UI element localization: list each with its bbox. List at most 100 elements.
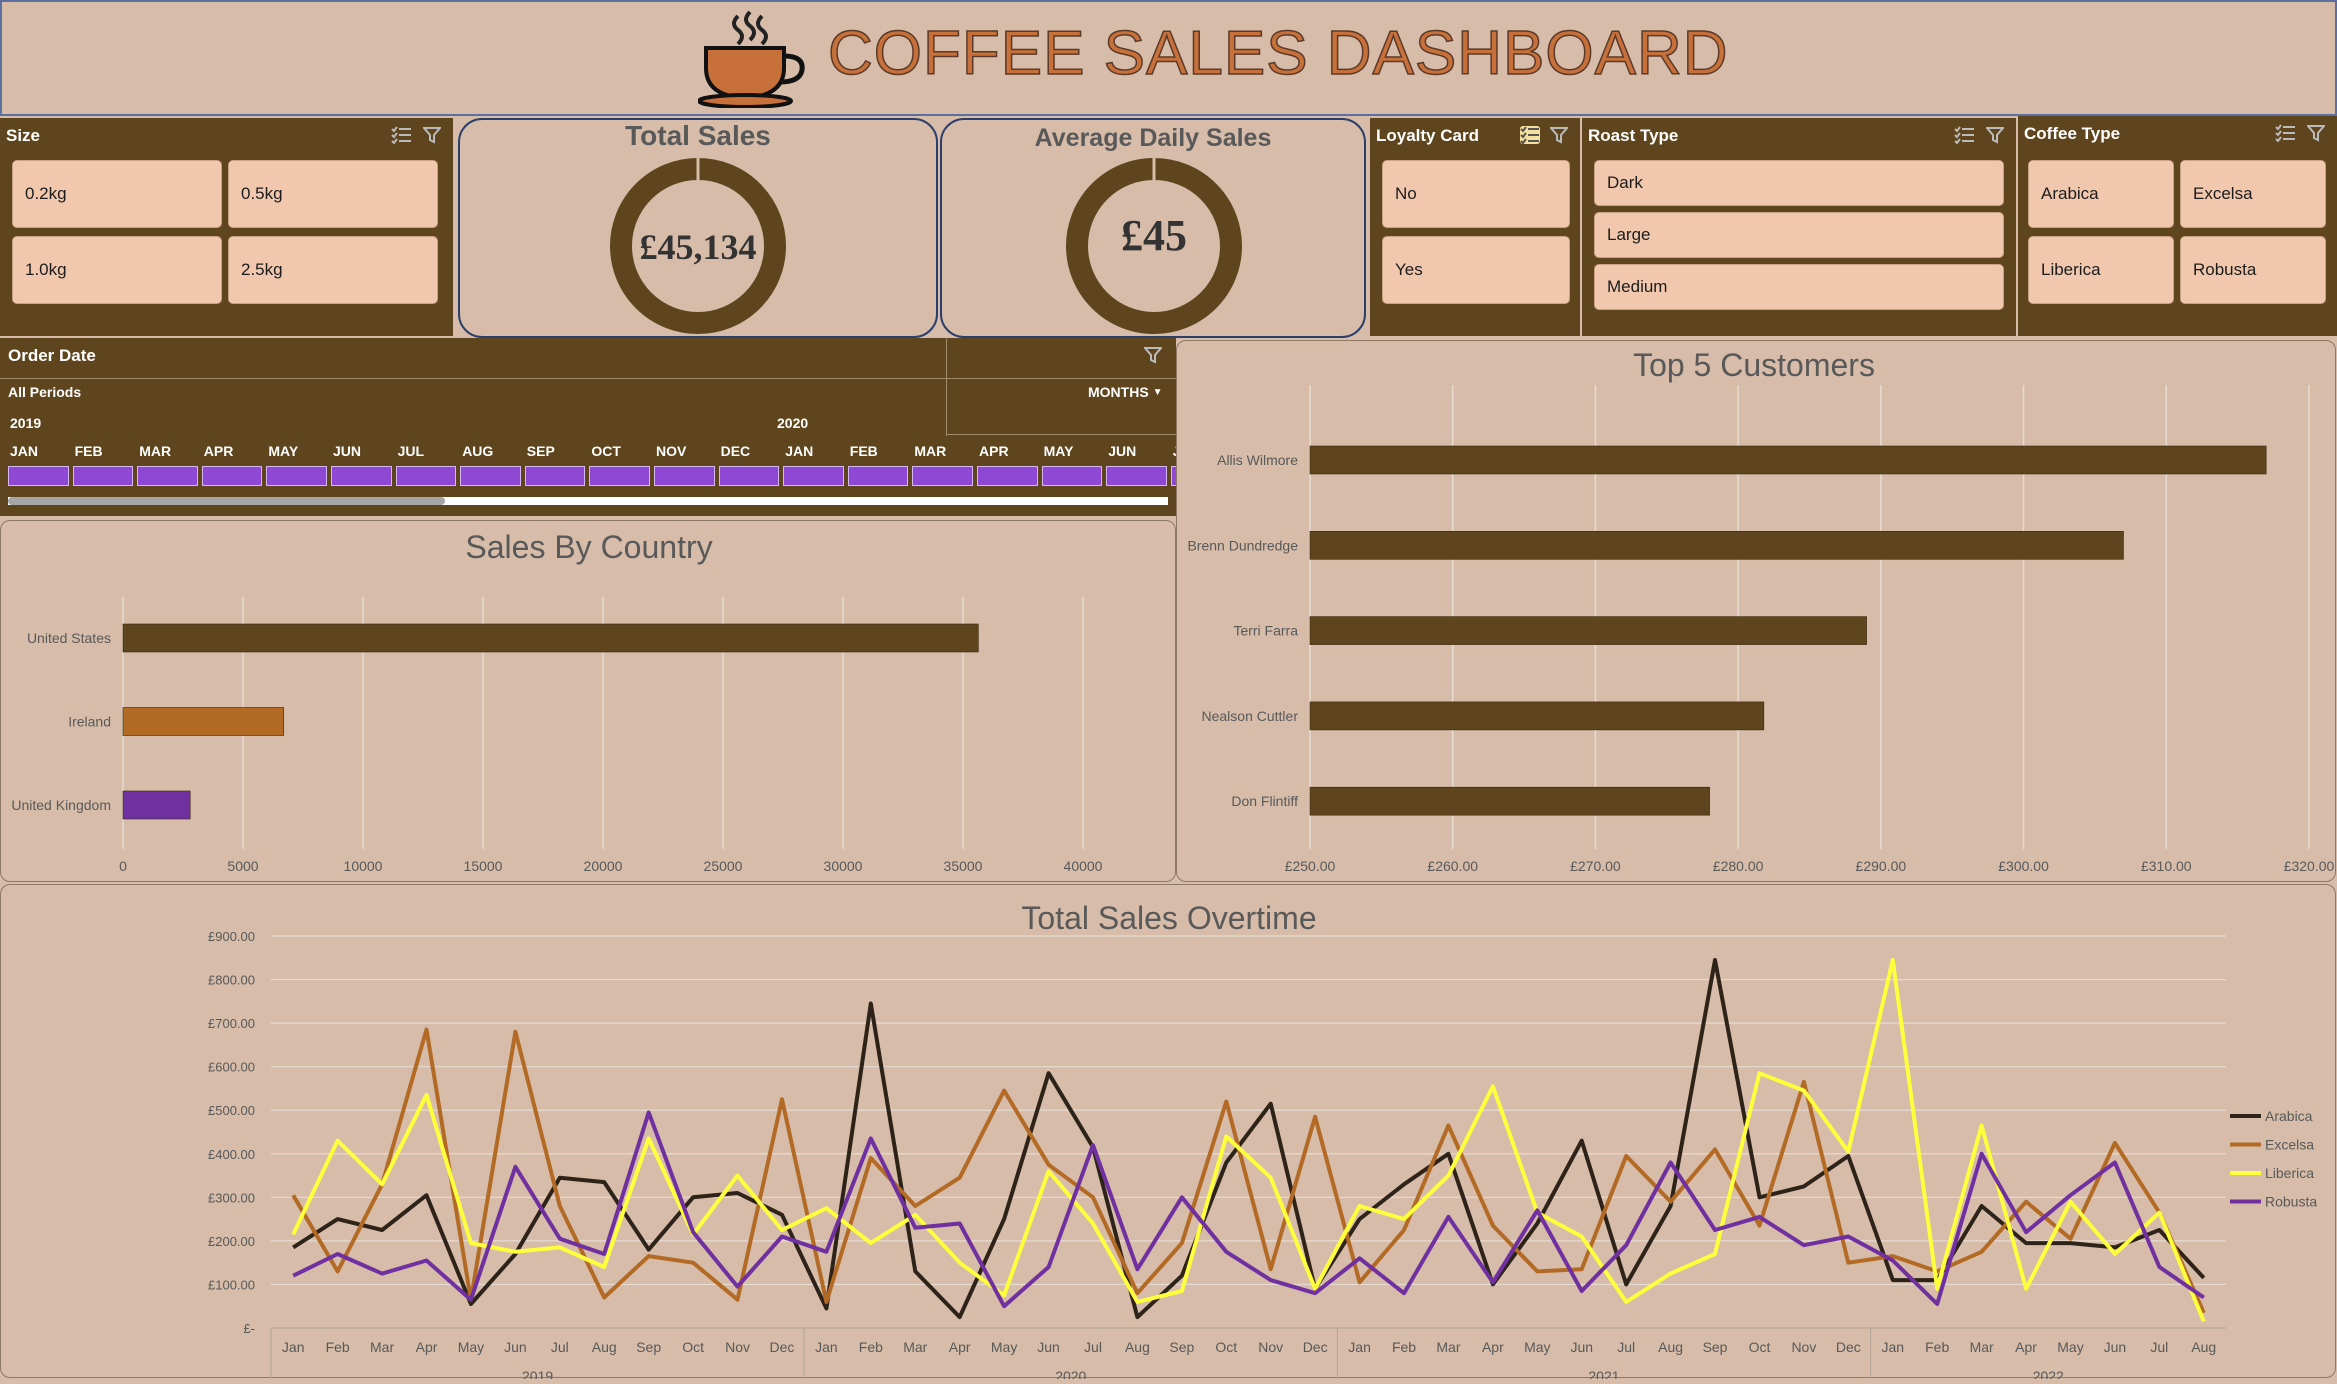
timeline-month-cell[interactable] — [1041, 466, 1103, 486]
timeline-month-label: AUG — [462, 443, 494, 459]
bar[interactable] — [122, 707, 285, 736]
multi-select-icon[interactable] — [1520, 126, 1540, 145]
y-tick-label: £- — [243, 1321, 255, 1336]
y-tick-label: £600.00 — [208, 1060, 255, 1075]
series-line[interactable] — [291, 958, 2206, 1323]
multi-select-icon[interactable] — [1954, 126, 1974, 145]
x-tick-label: 20000 — [584, 858, 623, 874]
category-label: Brenn Dundredge — [1187, 537, 1298, 553]
slicer-item-dark[interactable]: Dark — [1594, 160, 2004, 206]
bar[interactable] — [122, 623, 979, 653]
timeline-month-label: MAR — [139, 443, 172, 459]
x-tick-label: Jan — [1348, 1339, 1371, 1355]
timeline-month-cell[interactable] — [201, 466, 263, 486]
timeline-month-cell[interactable] — [8, 466, 69, 486]
timeline-month-cell[interactable] — [912, 466, 973, 486]
x-tick-label: May — [2057, 1339, 2083, 1355]
legend-label: Excelsa — [2265, 1137, 2314, 1153]
multi-select-icon[interactable] — [2275, 124, 2295, 143]
timeline-year-2020: 2020 — [777, 415, 809, 431]
timeline-scrollbar[interactable] — [8, 497, 1168, 505]
multi-select-icon[interactable] — [391, 126, 411, 145]
slicer-item-no[interactable]: No — [1382, 160, 1570, 228]
y-tick-label: £400.00 — [208, 1147, 255, 1162]
timeline-month-cell[interactable] — [460, 466, 521, 486]
x-tick-label: Nov — [1791, 1339, 1816, 1355]
clear-filter-icon[interactable] — [1984, 126, 2006, 144]
timeline-month-cell[interactable] — [977, 466, 1038, 486]
chart-title: Top 5 Customers — [1633, 347, 1875, 383]
slicer-item-0.5kg[interactable]: 0.5kg — [228, 160, 438, 228]
clear-filter-icon[interactable] — [1548, 126, 1570, 144]
bar[interactable] — [1309, 786, 1710, 816]
bar[interactable] — [1309, 701, 1765, 731]
timeline-month-cell[interactable] — [331, 466, 392, 486]
slicer-item-medium[interactable]: Medium — [1594, 264, 2004, 310]
x-tick-label: Apr — [416, 1339, 438, 1355]
timeline-month-cell[interactable] — [72, 466, 134, 486]
sales-by-country-chart: Sales By Country 0 5000 10000 15000 20000 2500… — [0, 520, 1176, 882]
timeline-level-label: MONTHS — [1088, 384, 1149, 400]
timeline-month-cell[interactable] — [654, 466, 715, 486]
x-tick-label: Apr — [949, 1339, 971, 1355]
x-tick-label: Apr — [1482, 1339, 1504, 1355]
timeline-divider-vertical — [946, 338, 947, 436]
slicer-item-liberica[interactable]: Liberica — [2028, 236, 2174, 304]
size-slicer: Size 0.2kg 0.5kg 1.0kg 2.5kg — [0, 118, 453, 336]
year-label: 2022 — [2033, 1368, 2064, 1379]
slicer-item-arabica[interactable]: Arabica — [2028, 160, 2174, 228]
x-tick-label: Aug — [2191, 1339, 2216, 1355]
x-tick-label: Oct — [682, 1339, 704, 1355]
timeline-scrollbar-thumb[interactable] — [8, 497, 445, 505]
timeline-month-cell[interactable] — [524, 466, 586, 486]
timeline-title: Order Date — [8, 346, 96, 365]
timeline-level-dropdown[interactable]: MONTHS ▼ — [1088, 384, 1163, 400]
timeline-month-cell[interactable] — [395, 466, 457, 486]
total-sales-value: £45,134 — [639, 227, 757, 267]
bar[interactable] — [1309, 445, 2267, 475]
timeline-month-cell[interactable] — [783, 466, 844, 486]
timeline-month-label: MAR — [914, 443, 947, 459]
chart-title: Total Sales Overtime — [1021, 900, 1316, 936]
bar[interactable] — [122, 790, 191, 820]
series-line[interactable] — [292, 1110, 2205, 1309]
timeline-month-cell[interactable] — [1106, 466, 1167, 486]
category-label: Terri Farra — [1233, 623, 1298, 639]
timeline-month-cell[interactable] — [137, 466, 198, 486]
series-line[interactable] — [291, 1027, 2206, 1314]
series-line[interactable] — [292, 958, 2206, 1320]
x-tick-label: Jan — [1881, 1339, 1904, 1355]
x-tick-label: Sep — [636, 1339, 661, 1355]
timeline-month-cell[interactable] — [847, 466, 909, 486]
timeline-month-cell[interactable] — [589, 466, 650, 486]
x-tick-label: 40000 — [1064, 858, 1103, 874]
slicer-item-1.0kg[interactable]: 1.0kg — [12, 236, 222, 304]
timeline-month-cell[interactable] — [718, 466, 780, 486]
slicer-item-large[interactable]: Large — [1594, 212, 2004, 258]
average-daily-sales-value: £45 — [1121, 211, 1187, 260]
slicer-item-excelsa[interactable]: Excelsa — [2180, 160, 2326, 228]
bar[interactable] — [1309, 531, 2124, 560]
timeline-month-cell[interactable] — [266, 466, 327, 486]
total-sales-card: Total Sales £45,134 — [458, 118, 938, 338]
slicer-item-yes[interactable]: Yes — [1382, 236, 1570, 304]
average-daily-sales-donut — [1066, 158, 1242, 334]
size-slicer-title: Size — [6, 126, 41, 145]
x-tick-label: May — [991, 1339, 1017, 1355]
x-tick-label: £290.00 — [1856, 858, 1907, 874]
timeline-month-label: JUL — [397, 443, 425, 459]
x-tick-label: £300.00 — [1998, 858, 2049, 874]
clear-filter-icon[interactable] — [2305, 124, 2327, 142]
x-tick-label: 25000 — [704, 858, 743, 874]
top-5-customers-chart: Top 5 Customers £250.00 £260.00 £270.00 £280… — [1176, 340, 2336, 882]
timeline-clear-filter-icon[interactable] — [1142, 346, 1164, 369]
x-tick-label: Dec — [1303, 1339, 1328, 1355]
slicer-item-2.5kg[interactable]: 2.5kg — [228, 236, 438, 304]
slicer-item-0.2kg[interactable]: 0.2kg — [12, 160, 222, 228]
bar[interactable] — [1309, 616, 1867, 645]
slicer-item-robusta[interactable]: Robusta — [2180, 236, 2326, 304]
timeline-month-label: MAY — [1043, 443, 1074, 459]
clear-filter-icon[interactable] — [421, 126, 443, 144]
timeline-month-label: NOV — [656, 443, 687, 459]
x-tick-label: 30000 — [824, 858, 863, 874]
